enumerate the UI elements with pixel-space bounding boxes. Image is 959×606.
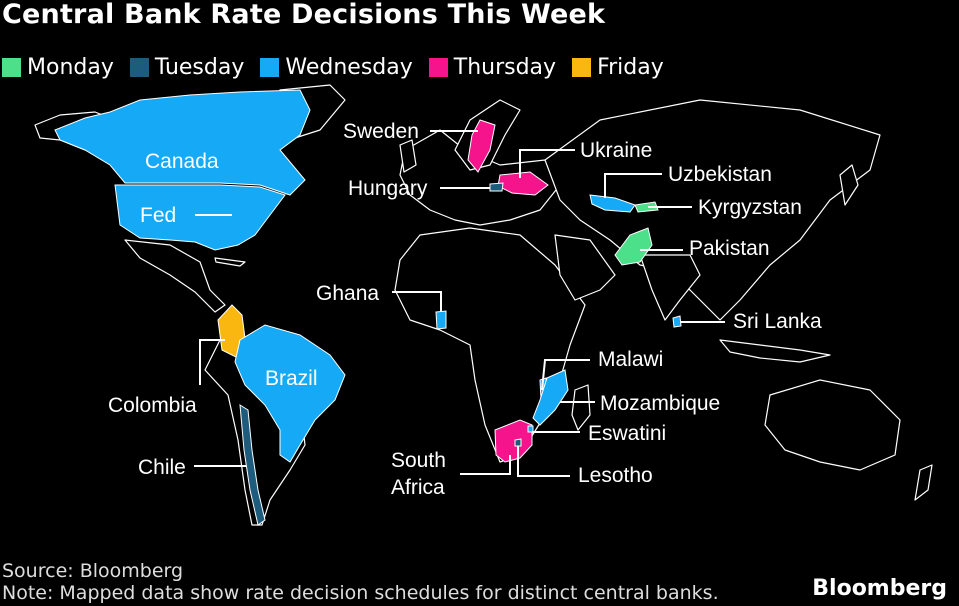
bloomberg-logo: Bloomberg [812,576,947,601]
label-chile: Chile [138,456,186,479]
world-map: Canada Fed Sweden Hungary Ukraine Uzbeki… [34,84,933,526]
land-japan [839,164,859,206]
legend-label-thursday: Thursday [453,55,557,80]
label-ghana: Ghana [316,282,379,305]
leader-lesotho [517,446,570,477]
chart-title: Central Bank Rate Decisions This Week [2,0,606,30]
land-australia [764,379,901,471]
leader-colombia [199,339,225,385]
land-arabia [554,234,616,301]
label-ukraine: Ukraine [580,139,652,162]
label-sri-lanka: Sri Lanka [733,310,822,333]
label-canada: Canada [145,150,219,173]
legend-item-monday: Monday [2,55,114,80]
leader-south-africa [460,455,511,475]
region-chile [239,404,266,526]
legend-item-friday: Friday [572,55,664,80]
label-south-africa-line2: Africa [391,476,445,499]
land-uk [399,139,417,173]
land-cuba [214,257,246,267]
region-pakistan [614,227,653,266]
region-hungary [489,182,504,192]
region-lesotho [514,438,522,447]
label-fed: Fed [140,204,176,227]
region-mozambique [532,369,569,426]
label-hungary: Hungary [348,177,428,200]
region-sweden [467,119,496,173]
legend-item-thursday: Thursday [428,55,557,80]
label-malawi: Malawi [598,348,663,371]
land-india [639,254,701,321]
leader-uzbekistan [604,173,662,198]
legend-label-tuesday: Tuesday [154,55,245,80]
label-mozambique: Mozambique [600,392,720,415]
label-south-africa-line1: South [391,449,446,472]
region-ghana [435,310,447,330]
region-canada [54,89,311,196]
legend-swatch-thursday [428,58,448,77]
label-pakistan: Pakistan [689,237,770,260]
legend-item-tuesday: Tuesday [129,55,245,80]
legend-swatch-monday [2,58,21,77]
label-uzbekistan: Uzbekistan [668,163,772,186]
leader-lines [194,130,725,477]
land-indonesia [719,339,831,363]
region-uzbekistan [589,194,636,213]
note-text: Note: Mapped data show rate decision sch… [2,582,719,604]
land-africa [394,227,586,463]
leader-malawi [541,359,590,391]
legend: Monday Tuesday Wednesday Thursday Friday [2,55,680,80]
region-sri-lanka [672,315,682,328]
legend-swatch-tuesday [129,58,149,77]
source-text: Source: Bloomberg [2,560,184,582]
legend-label-friday: Friday [597,55,664,80]
legend-label-monday: Monday [27,55,114,80]
legend-item-wednesday: Wednesday [260,55,413,80]
land-outlines [34,84,933,526]
label-colombia: Colombia [108,394,197,417]
legend-swatch-wednesday [260,58,280,77]
label-lesotho: Lesotho [578,464,653,487]
leader-ukraine [519,149,575,178]
region-brazil [234,324,346,463]
label-sweden: Sweden [343,120,419,143]
legend-label-wednesday: Wednesday [285,55,413,80]
map-labels: Canada Fed Sweden Hungary Ukraine Uzbeki… [108,120,822,499]
label-kyrgyzstan: Kyrgyzstan [698,196,802,219]
highlighted-countries [54,89,682,526]
region-usa [114,184,286,251]
leader-ghana [392,291,442,312]
land-asia [544,99,881,321]
legend-swatch-friday [572,58,592,77]
land-central-america [124,239,226,313]
region-south-africa [494,419,533,463]
label-eswatini: Eswatini [588,422,666,445]
land-new-zealand [914,464,933,501]
land-madagascar [571,384,591,431]
region-kyrgyzstan [634,201,659,213]
label-brazil: Brazil [265,367,318,390]
